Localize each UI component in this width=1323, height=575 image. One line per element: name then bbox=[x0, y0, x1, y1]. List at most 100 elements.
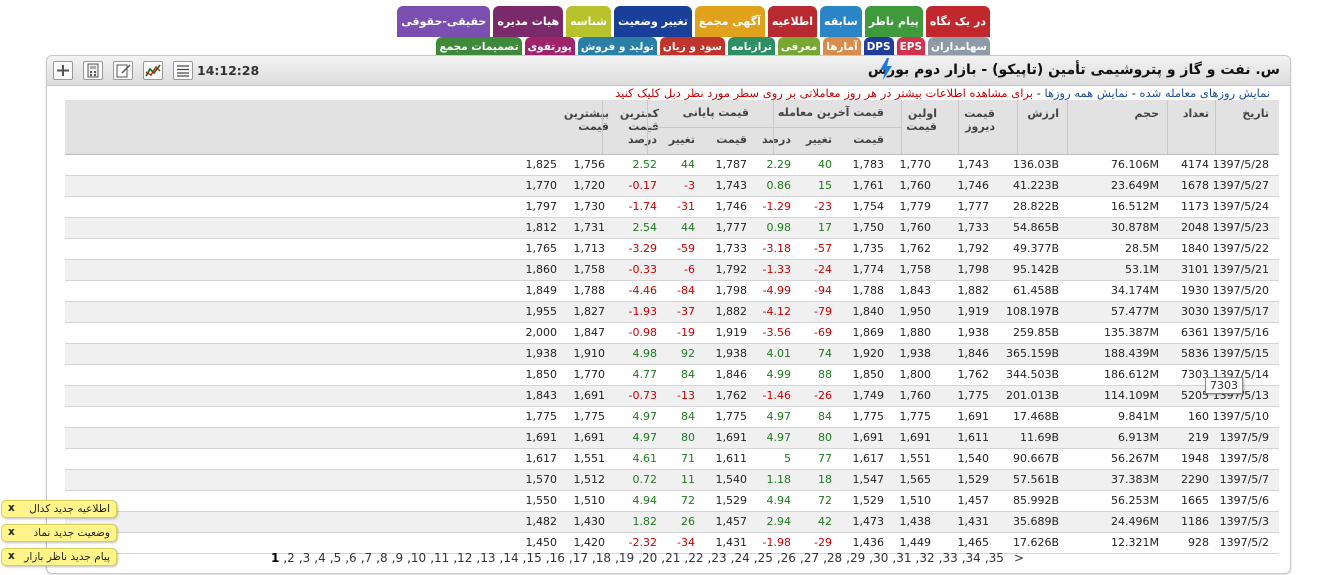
page-link[interactable]: 27 bbox=[803, 551, 820, 565]
table-row[interactable]: 1397/5/22 1840 28.5M 49.377B 1,792 1,762 1,735… bbox=[65, 239, 1279, 260]
page-link[interactable]: 29 bbox=[850, 551, 866, 565]
tab-r2-4[interactable]: معرفی bbox=[777, 37, 821, 56]
show-all-days-link[interactable]: نمایش همه روزها bbox=[1044, 86, 1129, 100]
table-row[interactable]: 1397/5/21 3101 53.1M 95.142B 1,798 1,758 1,774… bbox=[65, 260, 1279, 281]
notice-codal[interactable]: اطلاعیه جدید کدال x bbox=[1, 500, 117, 518]
tab-r2-6[interactable]: سود و زیان bbox=[659, 37, 725, 56]
page-link[interactable]: 35 bbox=[988, 551, 1004, 565]
page-link[interactable]: 6 bbox=[349, 551, 357, 565]
page-link[interactable]: 7 bbox=[364, 551, 373, 565]
page-link[interactable]: 9 bbox=[395, 551, 404, 565]
notice-symbol-status[interactable]: وضعیت جدید نماد x bbox=[1, 524, 117, 542]
page-link[interactable]: 11 bbox=[434, 551, 450, 565]
table-row[interactable]: 1397/5/6 1665 56.253M 85.992B 1,457 1,510 1,52… bbox=[65, 491, 1279, 512]
page-link[interactable]: 10 bbox=[410, 551, 427, 565]
page-link[interactable]: 1 bbox=[270, 551, 280, 565]
page-link[interactable]: 14 bbox=[503, 551, 519, 565]
table-row[interactable]: 1397/5/10 160 9.841M 17.468B 1,691 1,775 1,775… bbox=[65, 407, 1279, 428]
page-link[interactable]: 33 bbox=[942, 551, 958, 565]
close-icon[interactable]: x bbox=[8, 550, 15, 562]
col-low[interactable]: کمترین قیمت bbox=[619, 107, 659, 133]
table-row[interactable]: 1397/5/16 6361 135.387M 259.85B 1,938 1,880 1,… bbox=[65, 323, 1279, 344]
page-link[interactable]: 20 bbox=[642, 551, 658, 565]
show-traded-days-link[interactable]: نمایش روزهای معامله شده bbox=[1139, 86, 1270, 100]
page-link[interactable]: 12 bbox=[457, 551, 473, 565]
table-row[interactable]: 1397/5/17 3030 57.477M 108.197B 1,919 1,950 1,… bbox=[65, 302, 1279, 323]
page-link[interactable]: 21 bbox=[665, 551, 681, 565]
page-link[interactable]: 19 bbox=[618, 551, 635, 565]
tab-r2-0[interactable]: سهامداران bbox=[928, 37, 990, 56]
table-row[interactable]: 1397/5/13 5205 114.109M 201.013B 1,775 1,760 1… bbox=[65, 386, 1279, 407]
tab-r2-5[interactable]: ترازنامه bbox=[727, 37, 775, 56]
col-high[interactable]: بیشترین قیمت bbox=[563, 107, 609, 133]
page-link[interactable]: 3 bbox=[302, 551, 311, 565]
tab-r2-9[interactable]: تصمیمات مجمع bbox=[436, 37, 522, 56]
table-row[interactable]: 1397/5/24 1173 16.512M 28.822B 1,777 1,779 1,7… bbox=[65, 197, 1279, 218]
page-link[interactable]: 17 bbox=[572, 551, 588, 565]
table-row[interactable]: 1397/5/20 1930 34.174M 61.458B 1,882 1,843 1,7… bbox=[65, 281, 1279, 302]
table-row[interactable]: 1397/5/2 928 12.321M 17.626B 1,465 1,449 1,436… bbox=[65, 533, 1279, 554]
calculator-icon[interactable] bbox=[83, 61, 103, 80]
col-last-price[interactable]: قیمت bbox=[853, 133, 884, 146]
notice-supervisor[interactable]: پیام جدید ناظر بازار x bbox=[1, 548, 117, 566]
table-row[interactable]: 1397/5/3 1186 24.496M 35.689B 1,431 1,438 1,47… bbox=[65, 512, 1279, 533]
col-yesterday[interactable]: قیمت دیروز bbox=[964, 107, 995, 133]
tab-r2-3[interactable]: آمارها bbox=[823, 37, 861, 56]
col-first[interactable]: اولین قیمت bbox=[906, 107, 937, 133]
tab-r1-0[interactable]: در یک نگاه bbox=[925, 6, 990, 37]
page-link[interactable]: 26 bbox=[780, 551, 796, 565]
tab-r1-6[interactable]: شناسه bbox=[566, 6, 612, 37]
page-link[interactable]: 25 bbox=[757, 551, 773, 565]
col-value[interactable]: ارزش bbox=[1027, 107, 1059, 120]
table-row[interactable]: 1397/5/23 2048 30.878M 54.865B 1,733 1,760 1,7… bbox=[65, 218, 1279, 239]
page-link[interactable]: 31 bbox=[896, 551, 912, 565]
page-link[interactable]: 34 bbox=[965, 551, 981, 565]
page-link[interactable]: 18 bbox=[595, 551, 612, 565]
page-link[interactable]: 13 bbox=[480, 551, 496, 565]
page-link[interactable]: 8 bbox=[379, 551, 388, 565]
col-close-percent[interactable]: درصد bbox=[628, 133, 657, 146]
tab-r1-3[interactable]: اطلاعیه bbox=[767, 6, 818, 37]
close-icon[interactable]: x bbox=[8, 526, 15, 538]
add-icon[interactable] bbox=[53, 61, 73, 80]
table-row[interactable]: 1397/5/27 1678 23.649M 41.223B 1,746 1,760 1,7… bbox=[65, 176, 1279, 197]
col-last-percent[interactable]: درصد bbox=[762, 133, 791, 146]
page-link[interactable]: 5 bbox=[333, 551, 342, 565]
table-row[interactable]: 1397/5/8 1948 56.267M 90.667B 1,540 1,551 1,61… bbox=[65, 449, 1279, 470]
edit-icon[interactable] bbox=[113, 61, 133, 80]
tab-r1-7[interactable]: هیات مدیره bbox=[493, 6, 564, 37]
page-link[interactable]: 28 bbox=[826, 551, 843, 565]
tab-r1-2[interactable]: سابقه bbox=[820, 6, 862, 37]
page-link[interactable]: 15 bbox=[526, 551, 542, 565]
table-row[interactable]: 1397/5/14 7303 186.612M 344.503B 1,762 1,800 1… bbox=[65, 365, 1279, 386]
table-row[interactable]: 1397/5/9 219 6.913M 11.69B 1,611 1,691 1,691 80… bbox=[65, 428, 1279, 449]
tab-r1-1[interactable]: پیام ناظر bbox=[864, 6, 923, 37]
tab-r2-2[interactable]: DPS bbox=[863, 37, 894, 56]
page-link[interactable]: 4 bbox=[318, 551, 326, 565]
page-link[interactable]: 32 bbox=[919, 551, 935, 565]
tab-r1-4[interactable]: آگهی مجمع bbox=[694, 6, 765, 37]
page-link[interactable]: 23 bbox=[711, 551, 727, 565]
list-icon[interactable] bbox=[173, 61, 193, 80]
col-date[interactable]: تاریخ bbox=[1242, 107, 1269, 120]
page-link[interactable]: 24 bbox=[734, 551, 750, 565]
tab-r2-1[interactable]: EPS bbox=[896, 37, 926, 56]
next-page-link[interactable]: > bbox=[1013, 551, 1024, 565]
tab-r1-8[interactable]: حقیقی-حقوقی bbox=[397, 6, 491, 37]
chart-icon[interactable] bbox=[143, 61, 163, 80]
table-row[interactable]: 1397/5/28 4174 76.106M 136.03B 1,743 1,770 1,7… bbox=[65, 155, 1279, 176]
col-close-price[interactable]: قیمت bbox=[716, 133, 747, 146]
page-link[interactable]: 22 bbox=[688, 551, 704, 565]
col-count[interactable]: تعداد bbox=[1182, 107, 1209, 120]
tab-r2-7[interactable]: تولید و فروش bbox=[577, 37, 657, 56]
col-close-change[interactable]: تغییر bbox=[668, 133, 695, 146]
tab-r1-5[interactable]: تغییر وضعیت bbox=[614, 6, 692, 37]
page-link[interactable]: 16 bbox=[549, 551, 565, 565]
table-row[interactable]: 1397/5/15 5836 188.439M 365.159B 1,846 1,938 1… bbox=[65, 344, 1279, 365]
col-last-change[interactable]: تغییر bbox=[805, 133, 832, 146]
close-icon[interactable]: x bbox=[8, 502, 15, 514]
page-link[interactable]: 30 bbox=[873, 551, 889, 565]
page-link[interactable]: 2 bbox=[287, 551, 295, 565]
table-row[interactable]: 1397/5/7 2290 37.383M 57.561B 1,529 1,565 1,54… bbox=[65, 470, 1279, 491]
col-volume[interactable]: حجم bbox=[1134, 107, 1159, 120]
